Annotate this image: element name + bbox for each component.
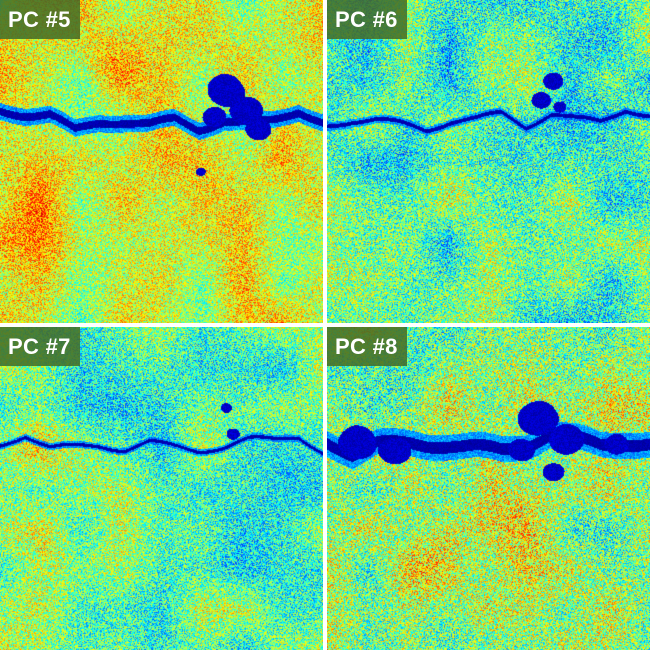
panel-pc6: PC #6 [327,0,650,323]
pc8-image [327,327,650,650]
pc6-label: PC #6 [327,0,407,39]
pc5-image [0,0,323,323]
pc5-label: PC #5 [0,0,80,39]
pc8-label: PC #8 [327,327,407,366]
panel-pc5: PC #5 [0,0,323,323]
pc6-image [327,0,650,323]
panel-pc8: PC #8 [327,327,650,650]
pc7-image [0,327,323,650]
panel-pc7: PC #7 [0,327,323,650]
pc7-label: PC #7 [0,327,80,366]
